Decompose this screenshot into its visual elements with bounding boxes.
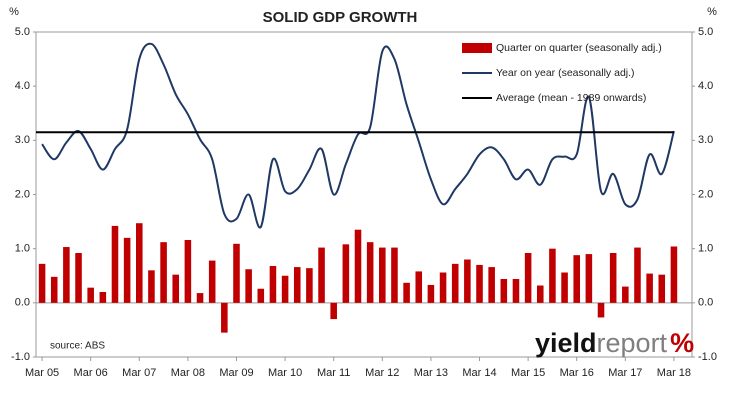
bar <box>427 284 435 303</box>
y-tick-label: 1.0 <box>15 243 30 255</box>
bar <box>50 276 58 303</box>
bar <box>366 242 374 303</box>
bar <box>488 267 495 303</box>
bar <box>451 263 459 303</box>
bar <box>281 275 289 303</box>
bar <box>524 253 532 303</box>
bar <box>257 288 265 303</box>
bar <box>172 274 180 303</box>
bar <box>306 268 313 303</box>
y2-tick-label: 1.0 <box>698 243 713 255</box>
legend-swatch <box>462 43 492 53</box>
bar <box>75 253 82 303</box>
x-tick-label: Mar 05 <box>25 367 59 379</box>
logo: yieldreport% <box>535 328 694 358</box>
x-tick-label: Mar 14 <box>462 367 496 379</box>
x-tick-label: Mar 11 <box>317 367 350 379</box>
bar <box>464 259 471 303</box>
bar <box>111 225 119 303</box>
x-tick-label: Mar 13 <box>414 367 448 379</box>
bar <box>38 263 46 303</box>
bar <box>293 267 301 303</box>
bar <box>99 292 107 303</box>
x-tick-label: Mar 12 <box>365 367 399 379</box>
bar <box>63 247 70 303</box>
bar <box>208 260 216 303</box>
bar <box>500 279 508 303</box>
legend-label: Average (mean - 1989 onwards) <box>496 92 646 104</box>
x-tick-label: Mar 18 <box>657 367 691 379</box>
bar <box>269 266 277 303</box>
y2-tick-label: 0.0 <box>698 297 713 309</box>
bar <box>136 223 143 303</box>
bar <box>196 293 204 303</box>
x-tick-label: Mar 09 <box>219 367 253 379</box>
bar <box>330 302 337 320</box>
bar <box>609 253 617 303</box>
legend-label: Quarter on quarter (seasonally adj.) <box>496 42 662 54</box>
x-tick-label: Mar 17 <box>608 367 642 379</box>
bar <box>622 286 629 303</box>
x-tick-label: Mar 07 <box>122 367 156 379</box>
bar <box>123 237 131 303</box>
y-tick-label: 3.0 <box>15 134 30 146</box>
bar <box>342 244 350 303</box>
bar <box>221 302 228 333</box>
bar <box>160 242 167 303</box>
y-tick-label: 2.0 <box>15 188 30 200</box>
legend-label: Year on year (seasonally adj.) <box>496 67 635 79</box>
y2-tick-label: 2.0 <box>698 188 713 200</box>
y2-tick-label: 3.0 <box>698 134 713 146</box>
y2-tick-label: 4.0 <box>698 80 713 92</box>
bar <box>536 285 544 303</box>
y-tick-label: 5.0 <box>15 26 30 38</box>
x-tick-label: Mar 06 <box>74 367 108 379</box>
bar <box>245 269 252 303</box>
y2-tick-label: 5.0 <box>698 26 713 38</box>
bar <box>184 240 192 303</box>
logo-mark: % <box>670 328 694 358</box>
source-note: source: ABS <box>50 341 105 352</box>
bar <box>585 254 593 303</box>
line <box>41 42 675 229</box>
bar <box>549 248 556 303</box>
bar <box>403 282 410 303</box>
bar <box>597 302 605 318</box>
bar <box>391 247 398 303</box>
bar <box>646 273 653 303</box>
y2-tick-label: -1.0 <box>698 351 717 363</box>
bar <box>670 246 678 303</box>
bar <box>476 264 483 303</box>
bar <box>318 247 325 303</box>
y-axis-label: % <box>9 6 19 18</box>
x-tick-label: Mar 10 <box>268 367 302 379</box>
chart-title: SOLID GDP GROWTH <box>263 9 418 26</box>
bar <box>415 271 423 303</box>
bar <box>573 255 580 303</box>
bar <box>233 243 240 303</box>
y-tick-label: 4.0 <box>15 80 30 92</box>
x-tick-label: Mar 15 <box>511 367 545 379</box>
bar <box>87 287 94 303</box>
bar <box>512 279 520 303</box>
y-tick-label: 0.0 <box>15 297 30 309</box>
x-tick-label: Mar 16 <box>560 367 594 379</box>
logo-first: yield <box>535 328 597 358</box>
bar <box>561 272 568 303</box>
bar <box>634 247 641 303</box>
bar <box>439 272 447 303</box>
bar <box>148 270 155 303</box>
x-tick-label: Mar 08 <box>171 367 205 379</box>
y-tick-label: -1.0 <box>11 351 30 363</box>
bar <box>658 274 666 303</box>
bar <box>379 247 386 303</box>
logo-second: report <box>597 328 668 358</box>
bar <box>354 229 362 303</box>
y2-axis-label: % <box>707 6 717 18</box>
